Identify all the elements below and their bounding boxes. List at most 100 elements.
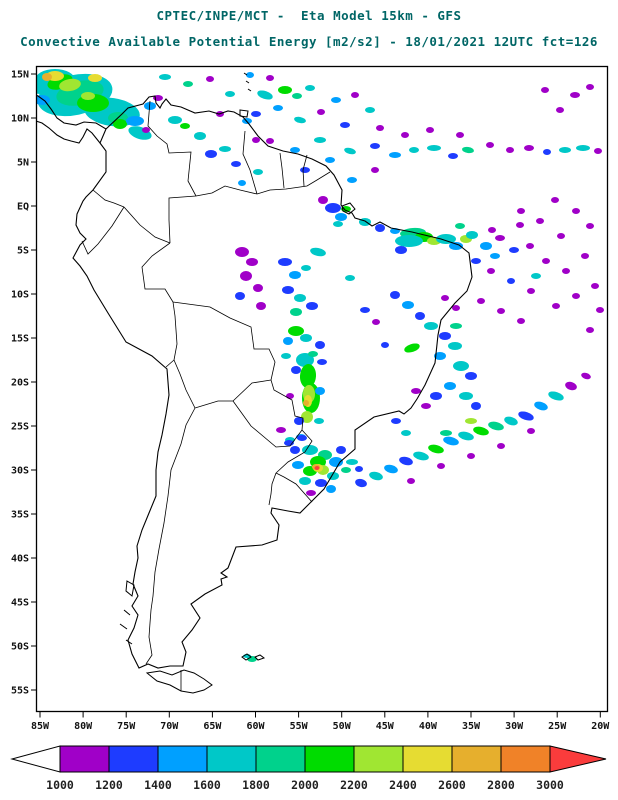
colorbar-value-label: 2400 [389, 778, 417, 792]
cape-blob [88, 74, 102, 82]
cape-blob [556, 107, 564, 113]
cape-blob [42, 73, 52, 81]
lon-tick-label: 25W [548, 721, 567, 732]
cape-blob [467, 453, 475, 459]
cape-blob [495, 235, 505, 241]
cape-blob [283, 337, 293, 345]
cape-blob [531, 273, 541, 279]
cape-blob [375, 224, 385, 232]
cape-blob [458, 431, 474, 441]
cape-blob [310, 247, 326, 257]
cape-blob [488, 227, 496, 233]
colorbar-value-label: 1800 [242, 778, 270, 792]
cape-blob [294, 294, 306, 302]
cape-blob [301, 265, 311, 271]
lat-tick-label: 50S [11, 642, 29, 653]
cape-blob [225, 91, 235, 97]
cape-blob [355, 466, 363, 472]
cape-blob [391, 418, 401, 424]
cape-blob [591, 283, 599, 289]
cape-blob [572, 293, 580, 299]
cape-shaded-field [36, 69, 604, 662]
cape-blob [256, 302, 266, 310]
cape-blob [326, 485, 336, 493]
cape-blob [426, 127, 434, 133]
colorbar-value-label: 2800 [487, 778, 515, 792]
cape-blob [552, 303, 560, 309]
lat-tick-label: EQ [17, 202, 29, 213]
cape-blob [113, 119, 127, 129]
cape-blob [450, 323, 462, 329]
cape-blob [294, 417, 304, 425]
cape-blob [299, 477, 311, 485]
cape-blob [36, 82, 50, 94]
cape-blob [351, 92, 359, 98]
colorbar-legend: 1000 1200 1400 1600 1800 2000 2200 2400 2600 2800… [10, 745, 607, 792]
lat-tick-label: 20S [11, 378, 29, 389]
cape-blob [299, 364, 317, 388]
cape-blob [518, 411, 534, 421]
cape-blob [557, 233, 565, 239]
cape-blob [333, 221, 343, 227]
cape-blob [504, 416, 518, 426]
cape-blob [315, 341, 325, 349]
cape-blob [471, 402, 481, 410]
cape-blob [487, 268, 495, 274]
cape-blob [551, 197, 559, 203]
lat-tick-label: 35S [11, 510, 29, 521]
cape-blob [315, 387, 325, 395]
cape-blob [292, 461, 304, 469]
cape-blob [372, 319, 380, 325]
cape-blob [462, 146, 474, 154]
lon-tick-label: 60W [246, 721, 265, 732]
cape-blob [278, 86, 292, 94]
lat-tick-label: 55S [11, 686, 29, 697]
cape-blob [290, 308, 302, 316]
cape-blob [183, 81, 193, 87]
lat-tick-label: 30S [11, 466, 29, 477]
cape-blob [369, 471, 383, 481]
cape-blob [586, 223, 594, 229]
colorbar-value-label: 1000 [46, 778, 74, 792]
cape-blob [300, 334, 312, 342]
cape-blob [306, 490, 316, 496]
cape-blob [401, 430, 411, 436]
cape-blob [480, 242, 492, 250]
colorbar-left-arrow [10, 745, 61, 773]
cape-blob [381, 342, 389, 348]
cape-blob [456, 132, 464, 138]
cape-blob [281, 353, 291, 359]
cape-blob [594, 148, 602, 154]
cape-blob [290, 446, 300, 454]
map-frame [35, 65, 609, 713]
cape-blob [235, 292, 245, 300]
colorbar-segment [255, 745, 306, 773]
lat-tick-label: 15S [11, 334, 29, 345]
lon-tick-label: 85W [31, 721, 50, 732]
cape-blob [509, 247, 519, 253]
cape-blob [81, 92, 95, 100]
cape-blob [448, 342, 462, 350]
cape-blob [541, 87, 549, 93]
cape-blob [302, 445, 318, 455]
cape-blob [340, 122, 350, 128]
cape-blob [559, 147, 571, 153]
cape-blob [252, 137, 260, 143]
colorbar-segment [206, 745, 257, 773]
cape-blob [384, 464, 398, 474]
cape-blob [465, 418, 477, 424]
cape-blob [126, 116, 144, 126]
lat-tick-label: 25S [11, 422, 29, 433]
cape-blob [527, 428, 535, 434]
cape-blob [376, 125, 384, 131]
cape-blob [548, 391, 564, 401]
cape-blob [231, 161, 241, 167]
cape-blob [452, 305, 460, 311]
cape-blob [543, 149, 551, 155]
cape-blob [300, 167, 310, 173]
cape-blob [389, 152, 401, 158]
cape-blob [516, 222, 524, 228]
cape-blob [407, 478, 415, 484]
cape-blob [266, 75, 274, 81]
